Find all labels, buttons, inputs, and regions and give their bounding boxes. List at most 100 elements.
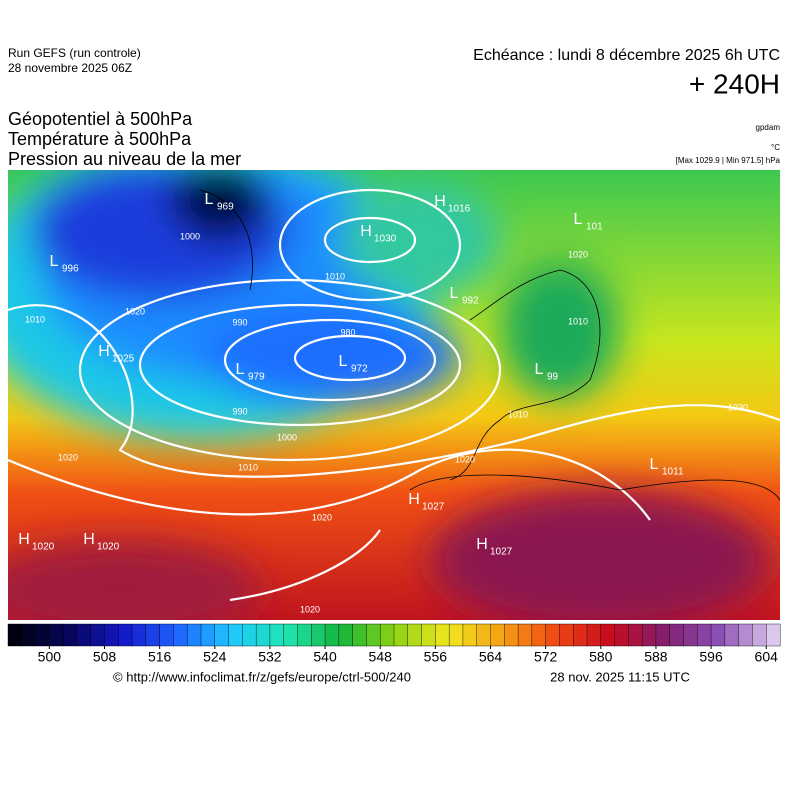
colorbar-swatch bbox=[187, 623, 202, 647]
center-value: 99 bbox=[547, 372, 559, 383]
center-value: 1016 bbox=[448, 204, 471, 215]
isobar-label: 1000 bbox=[277, 432, 297, 442]
colorbar-swatch bbox=[76, 623, 92, 647]
center-letter: L bbox=[535, 361, 544, 378]
center-value: 1011 bbox=[662, 467, 684, 478]
colorbar-swatch bbox=[338, 623, 354, 647]
isobar-label: 1020 bbox=[300, 604, 320, 614]
colorbar-swatch bbox=[159, 623, 174, 647]
colorbar-swatch bbox=[311, 623, 326, 647]
colorbar-tick-label: 556 bbox=[424, 649, 448, 665]
colorbar-tick-label: 596 bbox=[699, 649, 723, 665]
colorbar-tick-label: 580 bbox=[589, 649, 613, 665]
colorbar-tick-label: 572 bbox=[534, 649, 558, 665]
colorbar-swatch bbox=[393, 623, 409, 647]
isobar-label: 1020 bbox=[455, 454, 475, 464]
colorbar-swatch bbox=[614, 623, 629, 647]
isobar-label: 1010 bbox=[238, 462, 258, 472]
colorbar-swatch bbox=[324, 623, 340, 647]
center-letter: L bbox=[339, 353, 348, 370]
colorbar-swatch bbox=[104, 623, 119, 647]
center-letter: L bbox=[450, 285, 459, 302]
colorbar-swatch bbox=[462, 623, 478, 647]
colorbar-swatch bbox=[573, 623, 588, 647]
colorbar-swatch bbox=[586, 623, 602, 647]
center-letter: L bbox=[650, 456, 659, 473]
center-letter: H bbox=[476, 536, 488, 553]
colorbar-swatch bbox=[49, 623, 64, 647]
center-letter: H bbox=[18, 531, 30, 548]
center-letter: H bbox=[408, 491, 420, 508]
center-letter: L bbox=[50, 253, 59, 270]
colorbar-swatch bbox=[641, 623, 657, 647]
center-value: 1027 bbox=[422, 502, 445, 513]
unit-temp: °C bbox=[771, 143, 780, 152]
isobar-label: 1010 bbox=[325, 271, 345, 281]
center-value: 969 bbox=[217, 202, 234, 213]
colorbar-swatch bbox=[200, 623, 216, 647]
colorbar-swatch bbox=[242, 623, 257, 647]
field-label: Géopotentiel à 500hPa bbox=[8, 109, 193, 129]
colorbar-tick-label: 540 bbox=[313, 649, 337, 665]
colorbar-swatch bbox=[531, 623, 547, 647]
center-letter: H bbox=[83, 531, 95, 548]
isobar-label: 1020 bbox=[312, 512, 332, 522]
colorbar-tick-label: 532 bbox=[258, 649, 282, 665]
colorbar-swatch bbox=[448, 623, 464, 647]
colorbar-swatch bbox=[366, 623, 381, 647]
center-letter: H bbox=[434, 193, 446, 210]
center-value: 1030 bbox=[374, 234, 397, 245]
colorbar-swatch bbox=[352, 623, 367, 647]
colorbar-swatch bbox=[517, 623, 533, 647]
isobar-label: 1010 bbox=[568, 316, 588, 326]
isobar-label: 1010 bbox=[508, 409, 528, 419]
colorbar-tick-label: 564 bbox=[479, 649, 503, 665]
colorbar-tick-label: 588 bbox=[644, 649, 668, 665]
pressure-range: [Max 1029.9 | Min 971.5] hPa bbox=[676, 156, 781, 165]
isobar-label: 1000 bbox=[180, 231, 200, 241]
colorbar-swatch bbox=[752, 623, 767, 647]
footer-source: © http://www.infoclimat.fr/z/gefs/europe… bbox=[113, 669, 411, 684]
colorbar-tick-label: 508 bbox=[93, 649, 117, 665]
center-value: 992 bbox=[462, 296, 479, 307]
center-value: 1020 bbox=[97, 542, 120, 553]
colorbar-swatch bbox=[90, 623, 106, 647]
colorbar-tick-label: 524 bbox=[203, 649, 227, 665]
isobar-label: 1030 bbox=[728, 402, 748, 412]
colorbar-swatch bbox=[118, 623, 133, 647]
colorbar-swatch bbox=[407, 623, 423, 647]
colorbar-swatch bbox=[7, 623, 23, 647]
center-letter: H bbox=[98, 343, 110, 360]
colorbar-tick-label: 548 bbox=[369, 649, 393, 665]
center-letter: L bbox=[574, 211, 583, 228]
isobar-label: 990 bbox=[232, 317, 247, 327]
colorbar-swatch bbox=[738, 623, 753, 647]
colorbar-swatch bbox=[710, 623, 726, 647]
colorbar-swatch bbox=[62, 623, 78, 647]
colorbar-swatch bbox=[766, 623, 781, 647]
center-letter: L bbox=[205, 191, 214, 208]
colorbar-swatch bbox=[228, 623, 243, 647]
center-value: 101 bbox=[586, 222, 603, 233]
isobar-label: 1020 bbox=[125, 306, 145, 316]
colorbar-swatch bbox=[669, 623, 685, 647]
colorbar-swatch bbox=[628, 623, 643, 647]
field-label: Température à 500hPa bbox=[8, 129, 192, 149]
colorbar-swatch bbox=[255, 623, 271, 647]
colorbar-swatch bbox=[35, 623, 50, 647]
center-value: 972 bbox=[351, 364, 368, 375]
center-value: 1025 bbox=[112, 354, 135, 365]
colorbar-tick-label: 604 bbox=[755, 649, 779, 665]
isobar-label: 990 bbox=[232, 406, 247, 416]
colorbar-swatch bbox=[214, 623, 230, 647]
colorbar-tick-label: 500 bbox=[38, 649, 62, 665]
center-value: 996 bbox=[62, 264, 79, 275]
run-label: Run GEFS (run controle) bbox=[8, 46, 141, 60]
colorbar-swatch bbox=[131, 623, 147, 647]
isobar-label: 1020 bbox=[568, 249, 588, 259]
colorbar-swatch bbox=[421, 623, 436, 647]
center-value: 979 bbox=[248, 372, 265, 383]
unit-geo: gpdam bbox=[756, 123, 781, 132]
colorbar-swatch bbox=[490, 623, 505, 647]
